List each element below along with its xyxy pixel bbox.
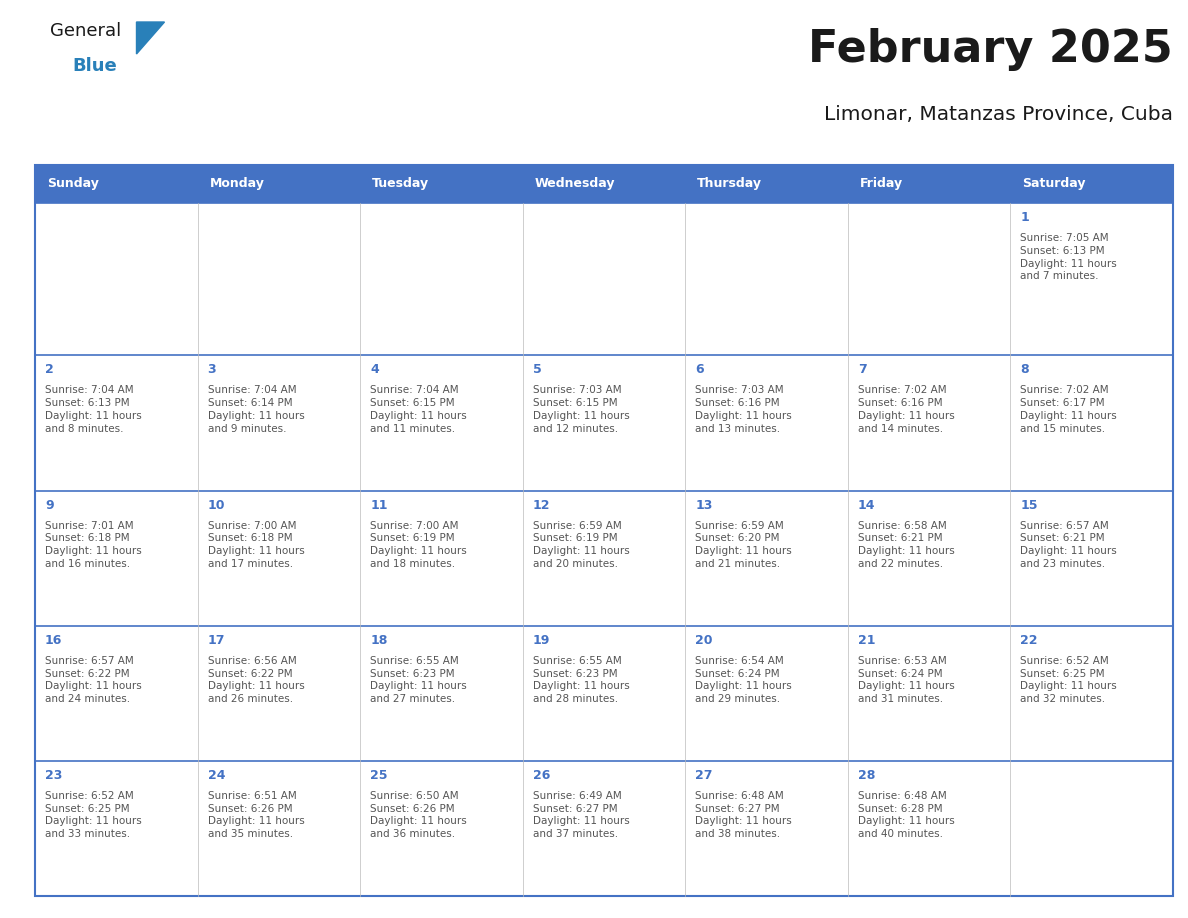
Text: Saturday: Saturday	[1023, 177, 1086, 191]
Text: Sunrise: 6:54 AM
Sunset: 6:24 PM
Daylight: 11 hours
and 29 minutes.: Sunrise: 6:54 AM Sunset: 6:24 PM Dayligh…	[695, 655, 792, 704]
Bar	[1011, 165, 1173, 203]
Text: 1: 1	[1020, 211, 1029, 224]
Text: Sunrise: 6:59 AM
Sunset: 6:20 PM
Daylight: 11 hours
and 21 minutes.: Sunrise: 6:59 AM Sunset: 6:20 PM Dayligh…	[695, 521, 792, 569]
Text: 7: 7	[858, 364, 866, 376]
Text: 27: 27	[695, 769, 713, 782]
Text: 9: 9	[45, 498, 53, 511]
Text: Sunrise: 6:50 AM
Sunset: 6:26 PM
Daylight: 11 hours
and 36 minutes.: Sunrise: 6:50 AM Sunset: 6:26 PM Dayligh…	[371, 791, 467, 839]
Text: Sunrise: 6:48 AM
Sunset: 6:28 PM
Daylight: 11 hours
and 40 minutes.: Sunrise: 6:48 AM Sunset: 6:28 PM Dayligh…	[858, 791, 955, 839]
Text: 17: 17	[208, 633, 225, 646]
Text: Sunrise: 6:59 AM
Sunset: 6:19 PM
Daylight: 11 hours
and 20 minutes.: Sunrise: 6:59 AM Sunset: 6:19 PM Dayligh…	[532, 521, 630, 569]
Text: 18: 18	[371, 633, 387, 646]
Text: Sunrise: 6:57 AM
Sunset: 6:21 PM
Daylight: 11 hours
and 23 minutes.: Sunrise: 6:57 AM Sunset: 6:21 PM Dayligh…	[1020, 521, 1117, 569]
Text: Sunrise: 7:00 AM
Sunset: 6:18 PM
Daylight: 11 hours
and 17 minutes.: Sunrise: 7:00 AM Sunset: 6:18 PM Dayligh…	[208, 521, 304, 569]
Text: 8: 8	[1020, 364, 1029, 376]
Text: Sunrise: 7:04 AM
Sunset: 6:13 PM
Daylight: 11 hours
and 8 minutes.: Sunrise: 7:04 AM Sunset: 6:13 PM Dayligh…	[45, 386, 141, 434]
Text: Sunrise: 6:48 AM
Sunset: 6:27 PM
Daylight: 11 hours
and 38 minutes.: Sunrise: 6:48 AM Sunset: 6:27 PM Dayligh…	[695, 791, 792, 839]
Bar	[360, 165, 523, 203]
Text: 21: 21	[858, 633, 876, 646]
Text: 28: 28	[858, 769, 876, 782]
Polygon shape	[137, 22, 164, 54]
Text: Wednesday: Wednesday	[535, 177, 615, 191]
Bar	[34, 203, 1173, 896]
Bar	[34, 165, 197, 203]
Text: Sunrise: 7:04 AM
Sunset: 6:15 PM
Daylight: 11 hours
and 11 minutes.: Sunrise: 7:04 AM Sunset: 6:15 PM Dayligh…	[371, 386, 467, 434]
Text: Sunrise: 7:00 AM
Sunset: 6:19 PM
Daylight: 11 hours
and 18 minutes.: Sunrise: 7:00 AM Sunset: 6:19 PM Dayligh…	[371, 521, 467, 569]
Text: General: General	[50, 22, 121, 40]
Text: 22: 22	[1020, 633, 1038, 646]
Text: 20: 20	[695, 633, 713, 646]
Bar	[523, 165, 685, 203]
Text: Sunday: Sunday	[48, 177, 99, 191]
Text: Friday: Friday	[860, 177, 903, 191]
Bar	[34, 165, 1173, 896]
Text: 15: 15	[1020, 498, 1038, 511]
Text: Sunrise: 6:56 AM
Sunset: 6:22 PM
Daylight: 11 hours
and 26 minutes.: Sunrise: 6:56 AM Sunset: 6:22 PM Dayligh…	[208, 655, 304, 704]
Text: Monday: Monday	[209, 177, 265, 191]
Text: 16: 16	[45, 633, 63, 646]
Text: February 2025: February 2025	[808, 28, 1173, 71]
Text: Sunrise: 6:55 AM
Sunset: 6:23 PM
Daylight: 11 hours
and 28 minutes.: Sunrise: 6:55 AM Sunset: 6:23 PM Dayligh…	[532, 655, 630, 704]
Text: 3: 3	[208, 364, 216, 376]
Text: 13: 13	[695, 498, 713, 511]
Text: 11: 11	[371, 498, 387, 511]
Text: 26: 26	[532, 769, 550, 782]
Text: Sunrise: 7:02 AM
Sunset: 6:17 PM
Daylight: 11 hours
and 15 minutes.: Sunrise: 7:02 AM Sunset: 6:17 PM Dayligh…	[1020, 386, 1117, 434]
Bar	[848, 165, 1011, 203]
Bar	[685, 165, 848, 203]
Text: Sunrise: 6:52 AM
Sunset: 6:25 PM
Daylight: 11 hours
and 33 minutes.: Sunrise: 6:52 AM Sunset: 6:25 PM Dayligh…	[45, 791, 141, 839]
Text: Sunrise: 7:03 AM
Sunset: 6:16 PM
Daylight: 11 hours
and 13 minutes.: Sunrise: 7:03 AM Sunset: 6:16 PM Dayligh…	[695, 386, 792, 434]
Text: Limonar, Matanzas Province, Cuba: Limonar, Matanzas Province, Cuba	[824, 105, 1173, 124]
Text: Sunrise: 6:52 AM
Sunset: 6:25 PM
Daylight: 11 hours
and 32 minutes.: Sunrise: 6:52 AM Sunset: 6:25 PM Dayligh…	[1020, 655, 1117, 704]
Text: Blue: Blue	[72, 57, 116, 75]
Text: Sunrise: 6:49 AM
Sunset: 6:27 PM
Daylight: 11 hours
and 37 minutes.: Sunrise: 6:49 AM Sunset: 6:27 PM Dayligh…	[532, 791, 630, 839]
Text: Thursday: Thursday	[697, 177, 763, 191]
Text: 2: 2	[45, 364, 53, 376]
Text: 6: 6	[695, 364, 704, 376]
Text: Sunrise: 6:51 AM
Sunset: 6:26 PM
Daylight: 11 hours
and 35 minutes.: Sunrise: 6:51 AM Sunset: 6:26 PM Dayligh…	[208, 791, 304, 839]
Text: 12: 12	[532, 498, 550, 511]
Text: 25: 25	[371, 769, 387, 782]
Text: Sunrise: 6:58 AM
Sunset: 6:21 PM
Daylight: 11 hours
and 22 minutes.: Sunrise: 6:58 AM Sunset: 6:21 PM Dayligh…	[858, 521, 955, 569]
Text: Sunrise: 7:02 AM
Sunset: 6:16 PM
Daylight: 11 hours
and 14 minutes.: Sunrise: 7:02 AM Sunset: 6:16 PM Dayligh…	[858, 386, 955, 434]
Text: 23: 23	[45, 769, 63, 782]
Text: Sunrise: 7:03 AM
Sunset: 6:15 PM
Daylight: 11 hours
and 12 minutes.: Sunrise: 7:03 AM Sunset: 6:15 PM Dayligh…	[532, 386, 630, 434]
Text: 5: 5	[532, 364, 542, 376]
Text: Sunrise: 7:01 AM
Sunset: 6:18 PM
Daylight: 11 hours
and 16 minutes.: Sunrise: 7:01 AM Sunset: 6:18 PM Dayligh…	[45, 521, 141, 569]
Text: Tuesday: Tuesday	[372, 177, 429, 191]
Text: 19: 19	[532, 633, 550, 646]
Text: 24: 24	[208, 769, 225, 782]
Text: Sunrise: 6:57 AM
Sunset: 6:22 PM
Daylight: 11 hours
and 24 minutes.: Sunrise: 6:57 AM Sunset: 6:22 PM Dayligh…	[45, 655, 141, 704]
Text: Sunrise: 7:05 AM
Sunset: 6:13 PM
Daylight: 11 hours
and 7 minutes.: Sunrise: 7:05 AM Sunset: 6:13 PM Dayligh…	[1020, 233, 1117, 282]
Text: 14: 14	[858, 498, 876, 511]
Bar	[197, 165, 360, 203]
Text: Sunrise: 6:55 AM
Sunset: 6:23 PM
Daylight: 11 hours
and 27 minutes.: Sunrise: 6:55 AM Sunset: 6:23 PM Dayligh…	[371, 655, 467, 704]
Text: Sunrise: 6:53 AM
Sunset: 6:24 PM
Daylight: 11 hours
and 31 minutes.: Sunrise: 6:53 AM Sunset: 6:24 PM Dayligh…	[858, 655, 955, 704]
Text: 4: 4	[371, 364, 379, 376]
Text: 10: 10	[208, 498, 225, 511]
Text: Sunrise: 7:04 AM
Sunset: 6:14 PM
Daylight: 11 hours
and 9 minutes.: Sunrise: 7:04 AM Sunset: 6:14 PM Dayligh…	[208, 386, 304, 434]
